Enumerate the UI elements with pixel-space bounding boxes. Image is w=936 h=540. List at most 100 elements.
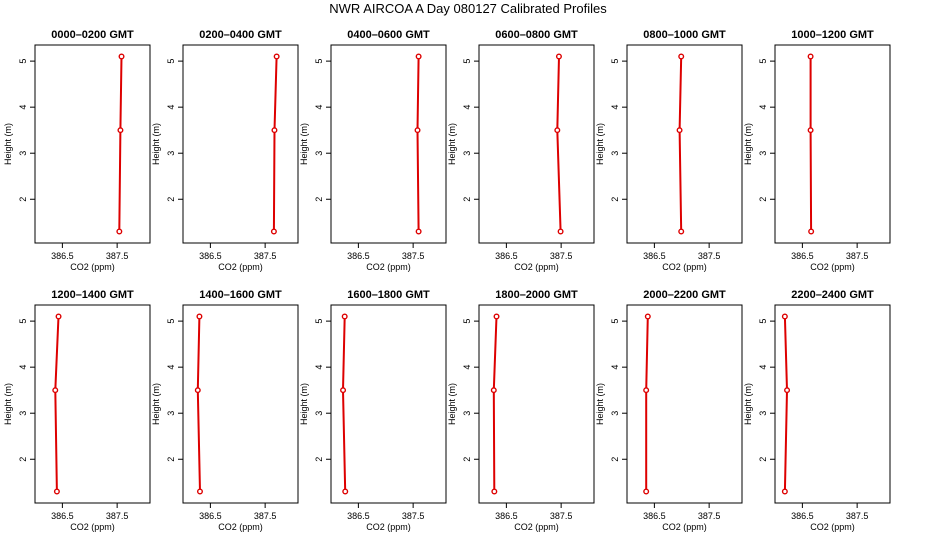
y-axis-label: Height (m) xyxy=(743,123,753,165)
chart-panel: 2000–2200 GMT 386.5 387.5 2 3 4 5 CO2 (ppm) Heig… xyxy=(595,289,743,532)
data-point xyxy=(781,313,788,320)
y-tick-label: 4 xyxy=(610,365,620,370)
data-point xyxy=(53,488,60,495)
x-axis-label: CO2 (ppm) xyxy=(810,262,855,272)
data-point xyxy=(678,228,685,235)
x-tick-label: 386.5 xyxy=(643,511,666,521)
x-axis-label: CO2 (ppm) xyxy=(366,522,411,532)
data-point xyxy=(643,488,650,495)
y-tick-label: 2 xyxy=(610,197,620,202)
y-tick-label: 5 xyxy=(462,59,472,64)
x-tick-label: 387.5 xyxy=(846,511,869,521)
chart-panel: 0400–0600 GMT 386.5 387.5 2 3 4 5 CO2 (ppm) Heig… xyxy=(299,29,447,272)
data-point xyxy=(196,313,203,320)
x-tick-label: 387.5 xyxy=(846,251,869,261)
data-point xyxy=(415,53,422,60)
y-tick-label: 4 xyxy=(314,365,324,370)
x-tick-label: 387.5 xyxy=(698,251,721,261)
y-tick-label: 3 xyxy=(758,151,768,156)
data-point xyxy=(342,488,349,495)
chart-panel: 1800–2000 GMT 386.5 387.5 2 3 4 5 CO2 (ppm) Heig… xyxy=(447,289,595,532)
y-tick-label: 2 xyxy=(314,457,324,462)
y-tick-label: 4 xyxy=(18,105,28,110)
plot-frame xyxy=(626,304,743,504)
y-tick-label: 3 xyxy=(18,151,28,156)
y-tick-label: 5 xyxy=(462,319,472,324)
y-tick-label: 5 xyxy=(314,59,324,64)
panel-title: 1600–1800 GMT xyxy=(347,289,430,301)
x-tick-label: 386.5 xyxy=(51,511,74,521)
y-tick-label: 4 xyxy=(462,365,472,370)
y-tick-label: 5 xyxy=(18,319,28,324)
y-axis-label: Height (m) xyxy=(3,123,13,165)
y-tick-label: 4 xyxy=(462,105,472,110)
x-tick-label: 387.5 xyxy=(254,251,277,261)
y-tick-label: 4 xyxy=(166,365,176,370)
y-axis-label: Height (m) xyxy=(447,383,457,425)
chart-panel: 1400–1600 GMT 386.5 387.5 2 3 4 5 CO2 (ppm) Heig… xyxy=(151,289,299,532)
data-point xyxy=(273,53,280,60)
x-tick-label: 386.5 xyxy=(199,251,222,261)
y-tick-label: 3 xyxy=(314,411,324,416)
panel-title: 2200–2400 GMT xyxy=(791,289,874,301)
panel-title: 0200–0400 GMT xyxy=(199,29,282,41)
x-tick-label: 386.5 xyxy=(791,511,814,521)
plot-frame xyxy=(182,44,299,244)
profile-line xyxy=(341,316,347,492)
profile-line xyxy=(272,56,278,232)
data-point xyxy=(557,228,564,235)
y-tick-label: 3 xyxy=(610,151,620,156)
y-tick-label: 4 xyxy=(758,105,768,110)
y-tick-label: 2 xyxy=(462,457,472,462)
x-tick-label: 386.5 xyxy=(199,511,222,521)
data-point xyxy=(491,488,498,495)
profile-line xyxy=(809,56,813,232)
y-tick-label: 2 xyxy=(18,457,28,462)
data-point xyxy=(676,127,683,134)
data-point xyxy=(643,387,650,394)
x-tick-label: 386.5 xyxy=(643,251,666,261)
data-point xyxy=(194,387,201,394)
x-tick-label: 387.5 xyxy=(550,511,573,521)
y-tick-label: 2 xyxy=(758,197,768,202)
x-axis-label: CO2 (ppm) xyxy=(514,262,559,272)
data-point xyxy=(55,313,62,320)
y-tick-label: 3 xyxy=(314,151,324,156)
y-tick-label: 5 xyxy=(610,319,620,324)
y-tick-label: 2 xyxy=(462,197,472,202)
y-tick-label: 2 xyxy=(610,457,620,462)
y-tick-label: 4 xyxy=(314,105,324,110)
y-tick-label: 4 xyxy=(758,365,768,370)
y-axis-label: Height (m) xyxy=(151,123,161,165)
chart-panel: 1000–1200 GMT 386.5 387.5 2 3 4 5 CO2 (ppm) Heig… xyxy=(743,29,891,272)
panel-title: 0400–0600 GMT xyxy=(347,29,430,41)
data-point xyxy=(118,53,125,60)
panel-title: 1400–1600 GMT xyxy=(199,289,282,301)
x-tick-label: 387.5 xyxy=(402,511,425,521)
y-tick-label: 2 xyxy=(166,457,176,462)
x-tick-label: 386.5 xyxy=(495,251,518,261)
y-tick-label: 5 xyxy=(314,319,324,324)
data-point xyxy=(807,53,814,60)
profile-line xyxy=(645,316,649,492)
data-point xyxy=(117,127,124,134)
plot-frame xyxy=(330,44,447,244)
chart-panel: 1600–1800 GMT 386.5 387.5 2 3 4 5 CO2 (ppm) Heig… xyxy=(299,289,447,532)
y-tick-label: 4 xyxy=(18,365,28,370)
x-axis-label: CO2 (ppm) xyxy=(810,522,855,532)
data-point xyxy=(678,53,685,60)
x-tick-label: 387.5 xyxy=(402,251,425,261)
plot-frame xyxy=(182,304,299,504)
y-tick-label: 2 xyxy=(18,197,28,202)
panels-grid: 0000–0200 GMT 386.5 387.5 2 3 4 5 CO2 (ppm) Heig… xyxy=(3,29,891,532)
panel-title: 1800–2000 GMT xyxy=(495,289,578,301)
y-tick-label: 5 xyxy=(166,319,176,324)
x-tick-label: 387.5 xyxy=(106,511,129,521)
x-axis-label: CO2 (ppm) xyxy=(70,262,115,272)
chart-panel: 1200–1400 GMT 386.5 387.5 2 3 4 5 CO2 (ppm) Heig… xyxy=(3,289,151,532)
y-tick-label: 3 xyxy=(18,411,28,416)
x-tick-label: 386.5 xyxy=(347,251,370,261)
chart-panel: 2200–2400 GMT 386.5 387.5 2 3 4 5 CO2 (ppm) Heig… xyxy=(743,289,891,532)
data-point xyxy=(807,127,814,134)
panel-title: 0600–0800 GMT xyxy=(495,29,578,41)
